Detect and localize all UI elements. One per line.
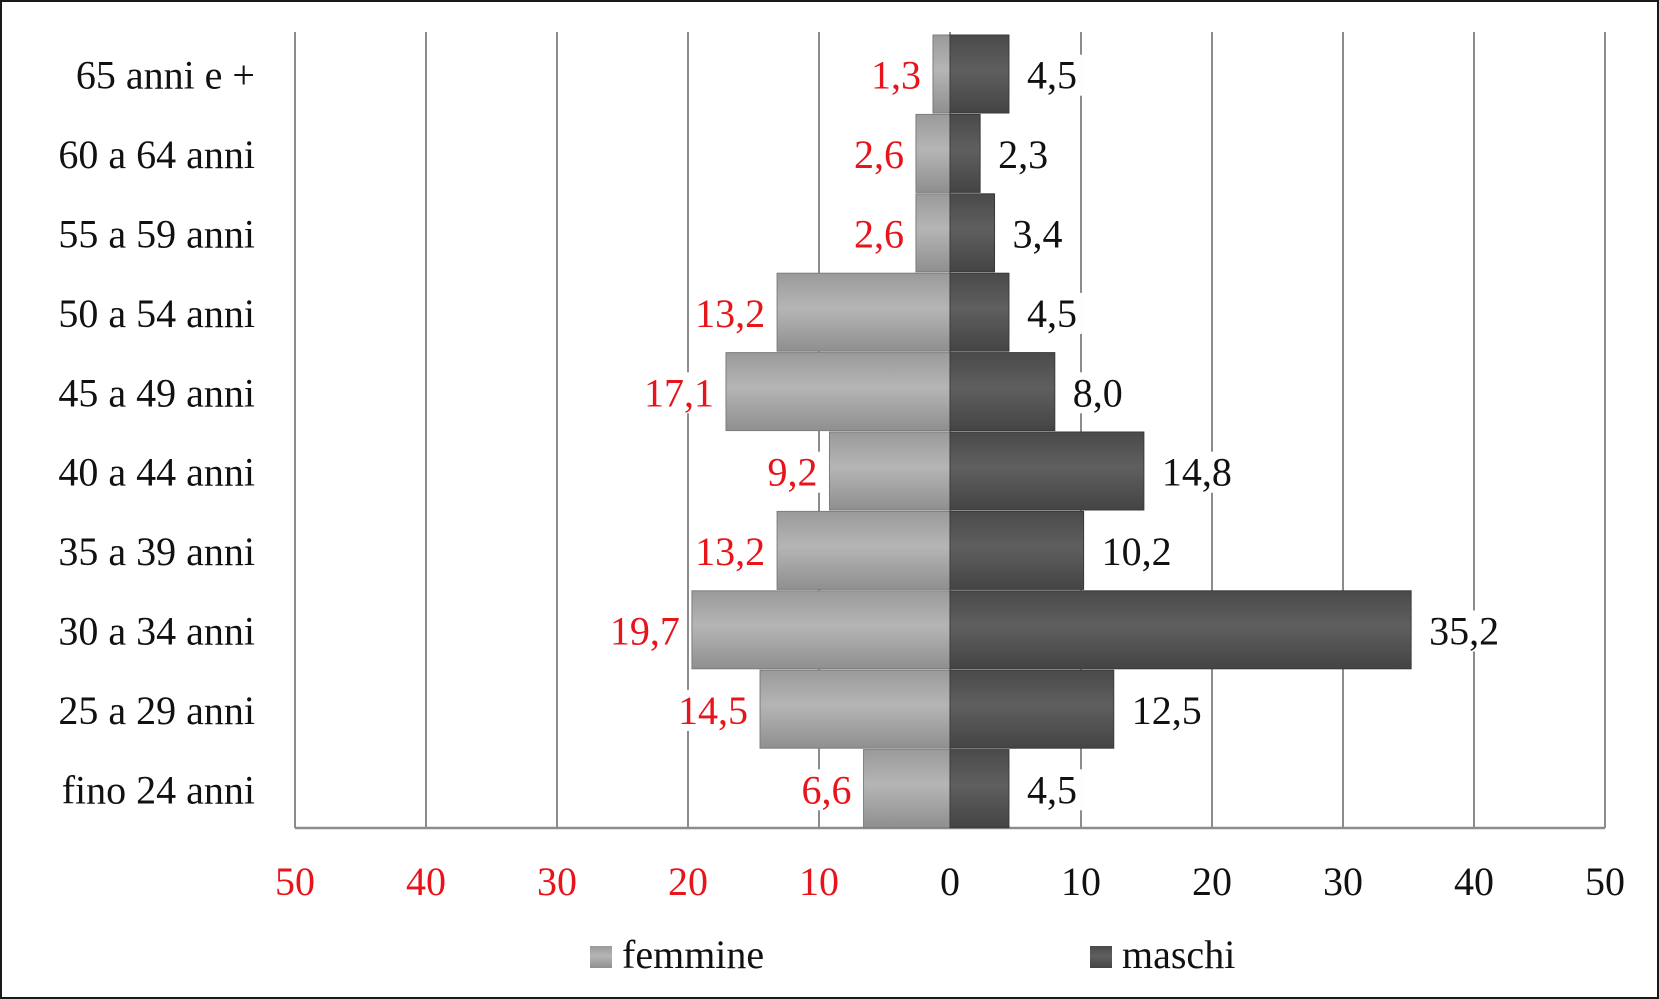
x-tick-label: 50 [275, 859, 315, 904]
data-label-background [848, 134, 909, 176]
bar-maschi [949, 669, 1115, 749]
category-label: 35 a 39 anni [58, 529, 255, 574]
legend-maschi-swatch [1090, 946, 1112, 968]
x-tick-labels: 50 40 30 20 10 0 10 20 30 40 50 [275, 859, 1625, 904]
x-tick-label: 0 [940, 859, 960, 904]
bar-femmine [776, 510, 951, 590]
data-label-maschi: 3,4 [1013, 212, 1063, 257]
data-label-femmine: 14,5 [678, 688, 748, 733]
data-label-background [1007, 213, 1068, 255]
data-label-background [638, 372, 719, 414]
legend-femmine-label: femmine [622, 932, 764, 977]
data-label-maschi: 14,8 [1162, 450, 1232, 495]
data-label-maschi: 4,5 [1027, 53, 1077, 98]
category-label: 30 a 34 anni [58, 609, 255, 654]
data-label-background [1126, 689, 1207, 731]
data-label-background [1021, 292, 1082, 334]
category-label: 50 a 54 anni [58, 291, 255, 336]
category-label: fino 24 anni [62, 767, 255, 812]
data-label-femmine: 6,6 [802, 767, 852, 812]
category-labels: 65 anni e + 60 a 64 anni 55 a 59 anni 50 a … [58, 53, 255, 813]
x-tick-label: 20 [1192, 859, 1232, 904]
data-label-femmine: 17,1 [644, 370, 714, 415]
x-tick-label: 40 [406, 859, 446, 904]
data-label-background [1021, 769, 1082, 811]
data-label-maschi: 35,2 [1429, 609, 1499, 654]
x-tick-label: 30 [1323, 859, 1363, 904]
data-label-femmine: 13,2 [695, 291, 765, 336]
bar-femmine [915, 113, 951, 193]
x-tick-label: 10 [799, 859, 839, 904]
bars [691, 34, 1412, 829]
bar-femmine [691, 590, 951, 670]
category-label: 40 a 44 anni [58, 450, 255, 495]
data-label-femmine: 19,7 [610, 609, 680, 654]
category-label: 65 anni e + [76, 53, 255, 98]
bar-femmine [759, 669, 951, 749]
legend: femmine maschi [590, 932, 1235, 977]
data-label-background [796, 769, 857, 811]
data-label-maschi: 8,0 [1073, 370, 1123, 415]
x-tick-label: 40 [1454, 859, 1494, 904]
category-label: 25 a 29 anni [58, 688, 255, 733]
bar-femmine [776, 272, 951, 352]
x-tick-label: 10 [1061, 859, 1101, 904]
data-label-background [690, 292, 771, 334]
bar-femmine [915, 193, 951, 273]
data-label-femmine: 9,2 [767, 450, 817, 495]
data-label-femmine: 13,2 [695, 529, 765, 574]
bar-maschi [949, 510, 1085, 590]
data-label-background [1156, 451, 1237, 493]
data-label-background [690, 531, 771, 573]
category-label: 45 a 49 anni [58, 370, 255, 415]
data-label-maschi: 4,5 [1027, 291, 1077, 336]
x-tick-label: 20 [668, 859, 708, 904]
legend-maschi-label: maschi [1122, 932, 1235, 977]
data-label-background [604, 610, 685, 652]
legend-femmine-swatch [590, 946, 612, 968]
data-label-femmine: 2,6 [854, 212, 904, 257]
bar-femmine [863, 749, 951, 829]
data-label-maschi: 12,5 [1132, 688, 1202, 733]
data-label-background [1424, 610, 1505, 652]
data-label-background [762, 451, 823, 493]
x-tick-label: 30 [537, 859, 577, 904]
bar-maschi [949, 34, 1010, 114]
data-label-femmine: 2,6 [854, 132, 904, 177]
bar-maschi [949, 431, 1145, 511]
data-label-background [673, 689, 754, 731]
bar-femmine [828, 431, 951, 511]
data-label-background [1096, 531, 1177, 573]
data-label-maschi: 10,2 [1102, 529, 1172, 574]
data-label-background [1067, 372, 1128, 414]
data-label-background [993, 134, 1054, 176]
bar-femmine [932, 34, 951, 114]
data-labels: 1,3 4,5 2,6 2,3 2,6 3,4 13,2 4,5 17,1 8,0 9,2 14,8 1… [604, 53, 1505, 812]
data-label-maschi: 2,3 [998, 132, 1048, 177]
bar-maschi [949, 352, 1056, 432]
bar-femmine [725, 352, 951, 432]
bar-maschi [949, 193, 996, 273]
bar-maschi [949, 590, 1412, 670]
data-label-background [1021, 54, 1082, 96]
data-label-maschi: 4,5 [1027, 767, 1077, 812]
category-label: 60 a 64 anni [58, 132, 255, 177]
data-label-background [848, 213, 909, 255]
data-label-background [865, 54, 926, 96]
data-label-femmine: 1,3 [871, 53, 921, 98]
bar-maschi [949, 272, 1010, 352]
x-tick-label: 50 [1585, 859, 1625, 904]
category-label: 55 a 59 anni [58, 212, 255, 257]
bar-maschi [949, 113, 981, 193]
bar-maschi [949, 749, 1010, 829]
